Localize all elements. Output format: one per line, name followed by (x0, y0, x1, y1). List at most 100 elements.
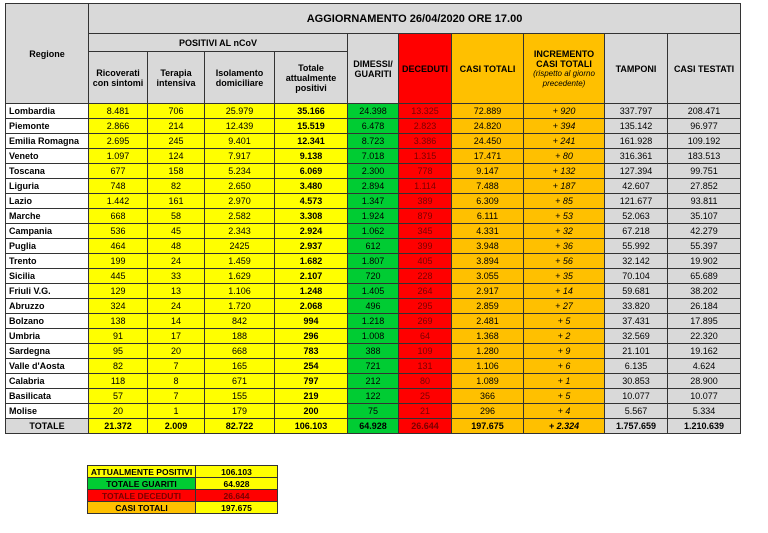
data-cell: 748 (88, 178, 148, 194)
data-cell: 57 (88, 388, 148, 404)
data-cell: 20 (88, 403, 148, 419)
data-cell: 445 (88, 268, 148, 284)
summary-value: 64.928 (195, 477, 278, 490)
data-cell: 22.320 (666, 328, 742, 344)
data-cell: 9.138 (274, 148, 348, 164)
data-cell: 295 (398, 298, 452, 314)
data-cell: 80 (398, 373, 452, 389)
data-cell: 2.343 (204, 223, 275, 239)
data-cell: 783 (274, 343, 348, 359)
data-cell: 165 (204, 358, 275, 374)
data-cell: 59.681 (604, 283, 668, 299)
data-cell: 245 (147, 133, 205, 149)
data-cell: 2.937 (274, 238, 348, 254)
data-cell: 842 (204, 313, 275, 329)
data-cell: 122 (347, 388, 399, 404)
data-cell: 42.607 (604, 178, 668, 194)
data-cell: 720 (347, 268, 399, 284)
data-cell: 35.166 (274, 103, 348, 119)
data-cell: 30.853 (604, 373, 668, 389)
data-cell: 12.341 (274, 133, 348, 149)
data-row: Marche 668 58 2.582 3.308 1.924 879 6.111 + 53 52… (5, 208, 742, 224)
data-cell: 337.797 (604, 103, 668, 119)
data-cell: 3.480 (274, 178, 348, 194)
header-cell: DIMESSI/ GUARITI (347, 33, 399, 104)
data-cell: 24 (147, 253, 205, 269)
header-row: Regione AGGIORNAMENTO 26/04/2020 ORE 17.0… (5, 3, 742, 104)
header-cell: CASI TOTALI (451, 33, 524, 104)
data-cell: 2.970 (204, 193, 275, 209)
data-cell: 121.677 (604, 193, 668, 209)
data-cell: 2.859 (451, 298, 524, 314)
data-row: Bolzano 138 14 842 994 1.218 269 2.481 + 5 37.431… (5, 313, 742, 329)
region-name: Liguria (5, 178, 89, 194)
data-row: Sardegna 95 20 668 783 388 109 1.280 + 9 21.101 19… (5, 343, 742, 359)
summary-label: ATTUALMENTE POSITIVI (87, 465, 196, 478)
data-cell: 35.107 (666, 208, 742, 224)
data-cell: 19.902 (666, 253, 742, 269)
data-row: Trento 199 24 1.459 1.682 1.807 405 3.894 + 56 32… (5, 253, 742, 269)
summary-row: TOTALE GUARITI 64.928 (87, 477, 278, 490)
data-cell: 7.488 (451, 178, 524, 194)
data-cell: 52.063 (604, 208, 668, 224)
data-cell: 48 (147, 238, 205, 254)
data-cell: 82 (147, 178, 205, 194)
data-cell: 2.894 (347, 178, 399, 194)
data-cell: 2.582 (204, 208, 275, 224)
data-cell: + 27 (523, 298, 605, 314)
data-cell: 778 (398, 163, 452, 179)
data-cell: 158 (147, 163, 205, 179)
data-cell: 55.397 (666, 238, 742, 254)
data-cell: 26.184 (666, 298, 742, 314)
data-cell: 994 (274, 313, 348, 329)
data-cell: + 241 (523, 133, 605, 149)
data-cell: 72.889 (451, 103, 524, 119)
data-cell: 14 (147, 313, 205, 329)
region-name: Puglia (5, 238, 89, 254)
data-cell: 33 (147, 268, 205, 284)
total-cell: 64.928 (347, 418, 399, 434)
data-cell: 1.682 (274, 253, 348, 269)
data-row: Valle d'Aosta 82 7 165 254 721 131 1.106 + 6 6.13… (5, 358, 742, 374)
data-cell: 668 (88, 208, 148, 224)
summary-value: 26.644 (195, 489, 278, 502)
data-cell: 183.513 (666, 148, 742, 164)
header-cell: Totale attualmente positivi (274, 51, 348, 104)
region-name: Piemonte (5, 118, 89, 134)
data-cell: 10.077 (604, 388, 668, 404)
region-name: Valle d'Aosta (5, 358, 89, 374)
data-cell: 5.234 (204, 163, 275, 179)
data-cell: 1.629 (204, 268, 275, 284)
region-name: Toscana (5, 163, 89, 179)
data-cell: + 5 (523, 388, 605, 404)
title-cell: AGGIORNAMENTO 26/04/2020 ORE 17.00 (87, 3, 742, 34)
data-cell: 124 (147, 148, 205, 164)
data-cell: 95 (88, 343, 148, 359)
summary-body: ATTUALMENTE POSITIVI 106.103 TOTALE GUARIT… (87, 465, 278, 514)
data-row: Sicilia 445 33 1.629 2.107 720 228 3.055 + 35 70.… (5, 268, 742, 284)
data-cell: 82 (88, 358, 148, 374)
region-name: Abruzzo (5, 298, 89, 314)
summary-value: 197.675 (195, 501, 278, 514)
data-cell: 65.689 (666, 268, 742, 284)
data-cell: 42.279 (666, 223, 742, 239)
data-cell: 2.107 (274, 268, 348, 284)
data-cell: 135.142 (604, 118, 668, 134)
data-cell: 668 (204, 343, 275, 359)
data-cell: 296 (451, 403, 524, 419)
summary-label: TOTALE GUARITI (87, 477, 196, 490)
region-name: Friuli V.G. (5, 283, 89, 299)
header-cell: Terapia intensiva (147, 51, 205, 104)
data-cell: 1.089 (451, 373, 524, 389)
data-cell: 1.924 (347, 208, 399, 224)
data-cell: 96.977 (666, 118, 742, 134)
table-body: Regione AGGIORNAMENTO 26/04/2020 ORE 17.0… (5, 3, 742, 434)
data-cell: 19.162 (666, 343, 742, 359)
header-cell: INCREMENTO CASI TOTALI (rispetto al giorn… (523, 33, 605, 104)
data-cell: 25.979 (204, 103, 275, 119)
header-row: POSITIVI AL nCoV DIMESSI/ GUARITI DECEDUTI… (6, 33, 742, 104)
data-cell: 324 (88, 298, 148, 314)
data-row: Basilicata 57 7 155 219 122 25 366 + 5 10.077 10.0… (5, 388, 742, 404)
covid-table: Regione AGGIORNAMENTO 26/04/2020 ORE 17.0… (5, 3, 742, 434)
header-note: (rispetto al giorno precedente) (533, 68, 595, 88)
